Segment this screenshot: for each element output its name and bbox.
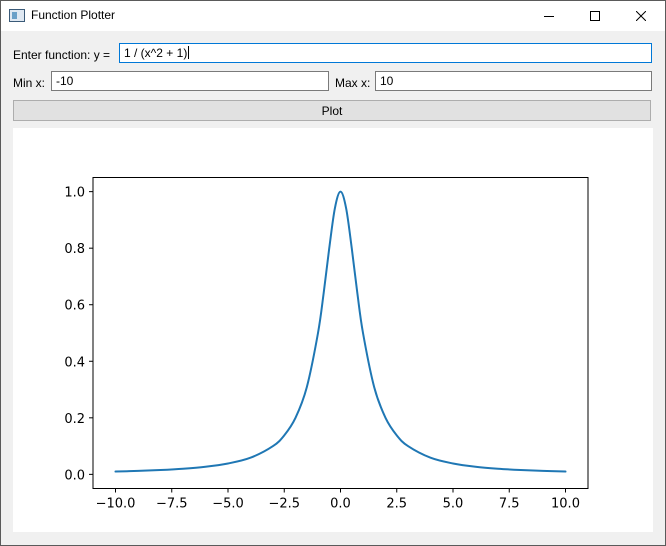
y-tick-label: 1.0 (64, 186, 85, 201)
x-tick-label: −5.0 (212, 497, 244, 512)
y-tick-label: 0.0 (64, 468, 85, 483)
max-x-input[interactable]: 10 (375, 71, 652, 91)
text-caret (188, 46, 190, 59)
window-title: Function Plotter (31, 8, 116, 22)
x-tick-label: 7.5 (499, 497, 520, 512)
x-tick-label: −2.5 (268, 497, 300, 512)
min-x-label: Min x: (13, 76, 46, 90)
y-tick-label: 0.6 (64, 299, 85, 314)
minimize-button[interactable] (526, 1, 572, 31)
function-input-value: 1 / (x^2 + 1) (124, 46, 188, 60)
function-label: Enter function: y = (13, 48, 111, 62)
x-tick-label: 10.0 (551, 497, 580, 512)
series-line (114, 190, 567, 473)
x-tick-label: 2.5 (386, 497, 407, 512)
title-bar[interactable]: Function Plotter (1, 1, 665, 31)
x-tick-label: −7.5 (156, 497, 188, 512)
function-input[interactable]: 1 / (x^2 + 1) (119, 43, 652, 63)
close-icon (636, 11, 646, 21)
maximize-icon (590, 11, 600, 21)
maximize-button[interactable] (572, 1, 618, 31)
plot-canvas: −10.0 −7.5 −5.0 −2.5 0.0 2.5 5.0 7.5 10.0 0.0 0.2… (13, 128, 653, 532)
plot-button[interactable]: Plot (13, 100, 651, 121)
min-x-input[interactable]: -10 (51, 71, 329, 91)
max-x-label: Max x: (335, 76, 371, 90)
app-window-icon (9, 9, 25, 22)
y-tick-label: 0.8 (64, 242, 85, 257)
x-axis: −10.0 −7.5 −5.0 −2.5 0.0 2.5 5.0 7.5 10.0 (96, 488, 580, 512)
x-tick-label: −10.0 (96, 497, 136, 512)
plot-area-frame (92, 177, 589, 489)
function-chart: −10.0 −7.5 −5.0 −2.5 0.0 2.5 5.0 7.5 10.0 0.0 0.2… (64, 177, 589, 512)
close-button[interactable] (618, 1, 664, 31)
x-tick-label: 0.0 (330, 497, 351, 512)
y-axis: 0.0 0.2 0.4 0.6 0.8 1.0 (64, 186, 93, 483)
y-tick-label: 0.2 (64, 412, 85, 427)
x-tick-label: 5.0 (443, 497, 464, 512)
y-tick-label: 0.4 (64, 355, 85, 370)
minimize-icon (544, 16, 554, 17)
